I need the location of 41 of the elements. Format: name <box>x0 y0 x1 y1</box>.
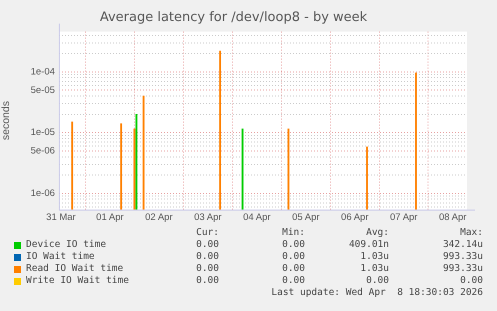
text: 993.33u <box>442 251 483 263</box>
text: 0.00 <box>282 251 305 263</box>
text: Avg: <box>366 227 389 239</box>
text: 409.01n <box>348 239 389 251</box>
text: 1.03u <box>360 251 389 263</box>
chart-title: Average latency for /dev/loop8 - by week <box>100 10 368 26</box>
x-tick-label: 03 Apr <box>194 212 222 223</box>
text: 0.00 <box>460 275 483 287</box>
y-tick-label: 1e-04 <box>30 66 55 78</box>
x-tick-label: 05 Apr <box>292 212 320 223</box>
text: Min: <box>282 227 305 239</box>
x-tick-label: 02 Apr <box>145 212 173 223</box>
legend-label: Device IO time <box>26 239 106 251</box>
x-tick-label: 01 Apr <box>96 212 124 223</box>
text: 0.00 <box>282 239 305 251</box>
text: Max: <box>460 227 483 239</box>
text: 0.00 <box>196 251 219 263</box>
text: 0.00 <box>196 263 219 275</box>
y-tick-label: 5e-05 <box>30 84 55 96</box>
y-tick-label: 5e-06 <box>30 146 55 157</box>
text: 0.00 <box>282 275 305 287</box>
text: 0.00 <box>196 275 219 287</box>
text: Cur: <box>196 227 219 239</box>
x-tick-label: 06 Apr <box>341 212 369 223</box>
x-tick-label: 04 Apr <box>243 212 271 223</box>
y-axis-title: seconds <box>0 101 12 140</box>
x-tick-label: 08 Apr <box>438 212 466 223</box>
text: 0.00 <box>196 239 219 251</box>
text: 993.33u <box>442 263 483 275</box>
legend-label: Write IO Wait time <box>26 275 129 287</box>
x-tick-label: 07 Apr <box>390 212 418 223</box>
text: 342.14u <box>442 239 483 251</box>
legend-label: Read IO Wait time <box>26 263 124 275</box>
legend-label: IO Wait time <box>26 251 95 263</box>
text: 0.00 <box>366 275 389 287</box>
y-tick-label: 1e-06 <box>30 188 55 199</box>
x-tick-label: 31 Mar <box>46 212 76 223</box>
text: Last update: Wed Apr 8 18:30:03 2026 <box>271 287 483 299</box>
text: 1.03u <box>360 263 389 275</box>
text: 0.00 <box>282 263 305 275</box>
y-tick-label: 1e-05 <box>30 127 55 138</box>
